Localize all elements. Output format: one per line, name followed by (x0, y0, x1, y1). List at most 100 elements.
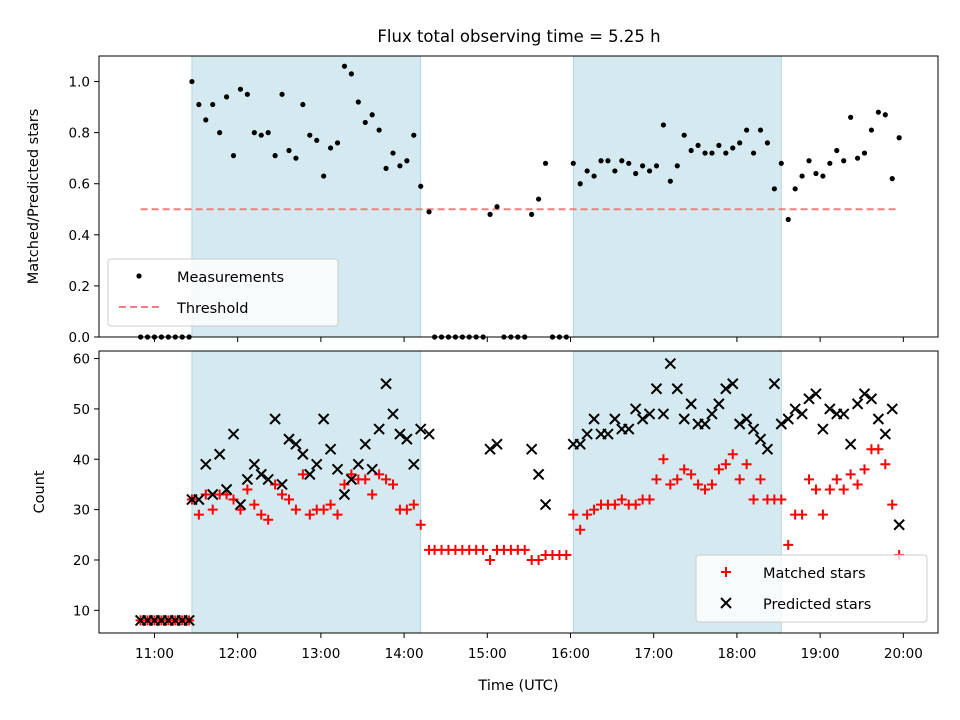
measurement-point (411, 132, 417, 138)
bottom-legend: Matched stars Predicted stars (695, 554, 928, 623)
predicted-star-point (324, 443, 337, 455)
predicted-star-point (269, 413, 281, 425)
measurement-point (778, 160, 784, 166)
matched-stars-layer (135, 444, 905, 626)
predicted-star-point (352, 458, 365, 471)
bottom-y-tick-label: 50 (73, 402, 90, 418)
matched-star-point (609, 499, 620, 510)
predicted-star-point (796, 408, 808, 420)
predicted-star-point (415, 423, 427, 435)
measurement-point (598, 158, 604, 164)
measurement-point (237, 86, 244, 92)
matched-star-point (242, 484, 253, 495)
predicted-star-point (650, 383, 663, 395)
legend-marker-measurements (136, 273, 142, 279)
matched-star-point (207, 504, 218, 515)
predicted-star-point (775, 418, 788, 430)
predicted-star-point (276, 478, 288, 491)
predicted-star-point (588, 413, 600, 425)
measurement-point (709, 150, 715, 156)
top-y-axis-label: Matched/Predicted stars (26, 109, 42, 285)
matched-star-point (630, 499, 641, 510)
measurement-point (210, 101, 216, 108)
measurement-point (418, 183, 424, 189)
matched-star-point (297, 469, 308, 480)
predicted-star-point (317, 413, 330, 425)
measurement-point (723, 150, 729, 156)
predicted-star-point (789, 403, 801, 415)
predicted-star-point (803, 393, 815, 405)
measurement-point (362, 119, 368, 126)
bottom-shaded-spans (191, 350, 782, 634)
matched-star-point (339, 479, 350, 490)
matched-star-point (277, 489, 288, 500)
measurement-point (258, 132, 264, 138)
measurement-point (355, 99, 361, 105)
measurement-point (279, 91, 285, 97)
matched-star-point (727, 449, 738, 460)
matched-star-point (720, 459, 731, 470)
matched-star-point (845, 469, 856, 480)
bottom-y-tick-label: 10 (73, 603, 90, 619)
predicted-star-point (754, 433, 767, 445)
predicted-star-point (484, 443, 496, 455)
matched-star-point (651, 474, 662, 485)
legend-box (695, 554, 928, 623)
measurement-point (536, 196, 542, 202)
predicted-star-point (207, 488, 219, 501)
measurement-point (230, 153, 237, 159)
predicted-star-point (262, 473, 274, 486)
measurement-point (577, 181, 583, 187)
predicted-star-point (241, 473, 254, 486)
predicted-star-point (227, 428, 240, 440)
legend-label-threshold: Threshold (176, 301, 248, 317)
matched-star-point (200, 489, 211, 500)
matched-star-point (408, 499, 419, 510)
measurement-point (854, 155, 861, 161)
measurement-point (744, 127, 750, 133)
matched-star-point (672, 474, 683, 485)
measurement-point (612, 168, 618, 174)
legend-box (107, 258, 339, 327)
measurement-point (827, 160, 833, 166)
matched-star-point (415, 519, 426, 530)
measurement-point (265, 130, 271, 136)
matched-star-point (797, 509, 808, 520)
top-plot-frame (98, 55, 939, 338)
predicted-star-point (366, 463, 378, 476)
measurement-point (681, 132, 687, 138)
predicted-star-point (283, 433, 295, 445)
bottom-y-tick-label: 30 (73, 503, 90, 519)
measurement-point (750, 150, 757, 156)
predicted-star-point (851, 398, 864, 410)
matched-star-point (582, 509, 593, 520)
predicted-star-point (581, 428, 593, 440)
top-y-tick-label: 0.2 (69, 279, 90, 295)
predicted-star-point (685, 398, 697, 410)
legend-label-measurements: Measurements (177, 270, 284, 286)
predicted-star-point (858, 388, 871, 400)
predicted-star-point (408, 458, 420, 471)
legend-marker-predicted (720, 597, 732, 609)
legend-marker-matched (721, 567, 731, 577)
predicted-star-point (844, 438, 857, 450)
measurement-point (841, 158, 847, 164)
measurement-point (667, 178, 673, 184)
predicted-star-point (747, 423, 760, 435)
top-y-tick-label: 0.0 (69, 330, 90, 346)
predicted-star-point (879, 428, 892, 440)
measurement-point (203, 117, 209, 123)
measurement-point (799, 173, 805, 179)
predicted-star-point (720, 383, 732, 395)
matched-star-point (589, 504, 600, 515)
measurement-point (834, 147, 840, 154)
measurement-point (882, 112, 888, 118)
measurement-point (646, 168, 653, 174)
predicted-star-point (491, 438, 503, 450)
matched-star-point (575, 524, 586, 535)
predicted-star-point (664, 357, 677, 370)
matched-star-point (831, 474, 842, 485)
predicted-star-point (629, 403, 642, 415)
matched-star-point (290, 504, 301, 515)
